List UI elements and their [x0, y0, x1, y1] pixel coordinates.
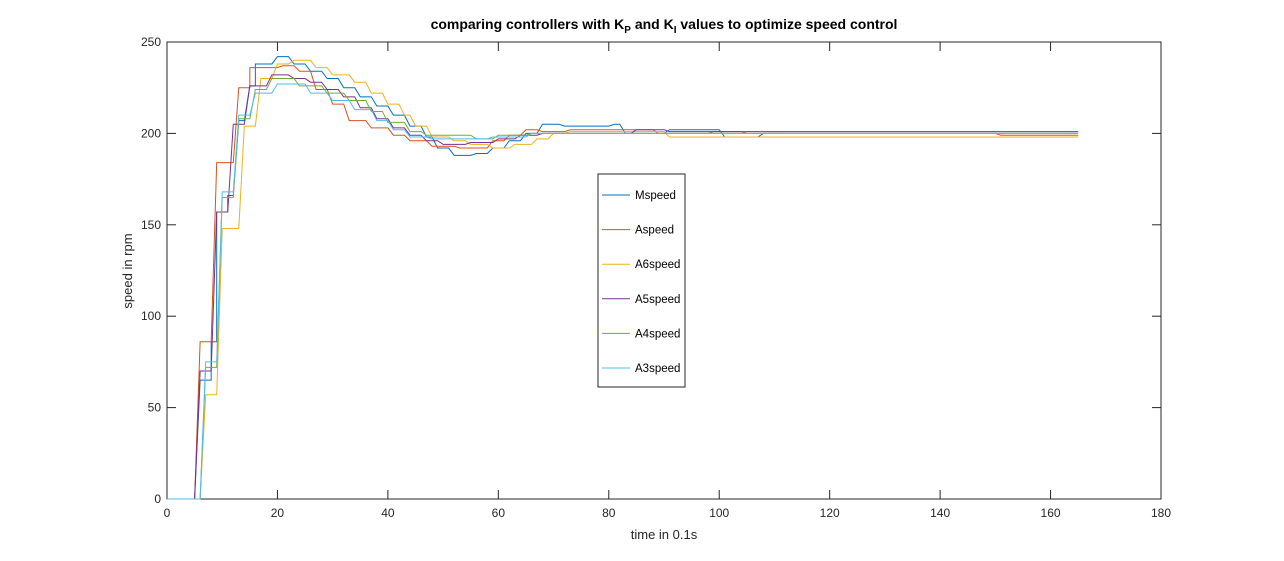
x-tick-label: 140 [930, 506, 950, 520]
y-tick-label: 200 [141, 126, 161, 140]
y-axis-label: speed in rpm [120, 233, 135, 308]
y-tick-label: 100 [141, 309, 161, 323]
y-tick-label: 50 [148, 401, 162, 415]
series-line-a5speed [167, 74, 1079, 500]
series-line-mspeed [167, 56, 1079, 500]
legend-label-aspeed: Aspeed [635, 225, 674, 237]
y-tick-label: 250 [141, 35, 161, 49]
axis-ticks: 0 20 40 60 80 100 120 140 160 180 0 50 100 150 200 250 [141, 35, 1171, 520]
title-suffix: values to optimize speed control [677, 16, 898, 32]
y-tick-label: 150 [141, 218, 161, 232]
x-tick-label: 160 [1041, 506, 1061, 520]
series-lines [167, 56, 1079, 500]
series-line-a6speed [167, 59, 1079, 500]
x-tick-label: 100 [709, 506, 729, 520]
x-tick-label: 80 [602, 506, 616, 520]
x-tick-label: 180 [1151, 506, 1171, 520]
legend-label-mspeed: Mspeed [635, 190, 676, 202]
title-prefix: comparing controllers with K [431, 16, 625, 32]
x-tick-label: 120 [820, 506, 840, 520]
chart-title: comparing controllers with KP and KI val… [431, 16, 898, 36]
legend-box [597, 173, 686, 388]
series-line-a3speed [167, 83, 1079, 500]
legend-entries: Mspeed Aspeed A6speed A5speed A4speed A3speed [602, 190, 680, 375]
x-tick-label: 60 [492, 506, 506, 520]
x-tick-label: 0 [164, 506, 171, 520]
x-tick-label: 20 [271, 506, 285, 520]
legend-label-a4speed: A4speed [635, 328, 680, 340]
y-tick-label: 0 [154, 492, 161, 506]
legend-label-a6speed: A6speed [635, 259, 680, 271]
title-subscript-i: I [674, 25, 677, 36]
series-line-aspeed [167, 65, 1079, 500]
title-subscript-p: P [624, 25, 631, 36]
legend-label-a3speed: A3speed [635, 363, 680, 375]
title-middle: and K [631, 16, 674, 32]
legend: Mspeed Aspeed A6speed A5speed A4speed A3speed [597, 173, 686, 388]
x-tick-label: 40 [381, 506, 395, 520]
x-axis-label: time in 0.1s [631, 527, 698, 542]
legend-label-a5speed: A5speed [635, 294, 680, 306]
